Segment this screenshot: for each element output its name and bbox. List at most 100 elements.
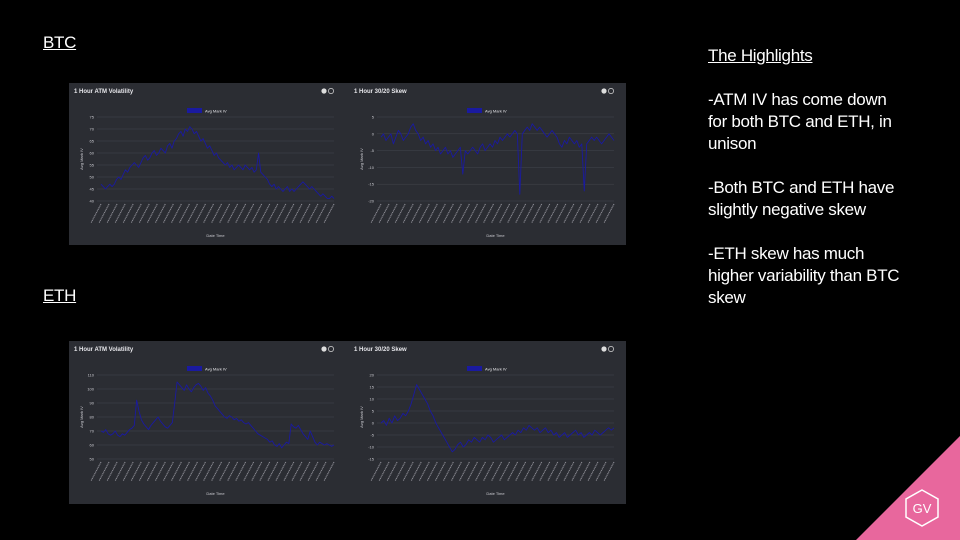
- btc-skew-legend-swatch: [467, 108, 482, 113]
- btc-skew-xtick-label: [450, 203, 462, 224]
- eth-skew-xtick-label: [426, 461, 438, 482]
- eth-vol-xtick-label: [90, 461, 102, 482]
- eth-vol-xtick-label: [251, 461, 263, 482]
- eth-skew-xtick-label: [394, 461, 406, 482]
- btc-skew-xtick-label: [563, 203, 575, 224]
- btc-skew-xtick-label: [571, 203, 583, 224]
- eth-vol-ytick-label: 80: [90, 415, 95, 420]
- eth-vol-xtick-label: [130, 461, 142, 482]
- btc-vol-ytick-label: 40: [90, 199, 95, 204]
- eth-skew-legend-label: Avg Mark IV: [485, 367, 507, 372]
- btc-skew-title: 1 Hour 30/20 Skew: [354, 89, 407, 95]
- btc-vol-xtick-label: [219, 203, 231, 224]
- eth-vol-xtick-label: [146, 461, 158, 482]
- eth-vol-xtick-label: [211, 461, 223, 482]
- eth-skew-xtick-label: [418, 461, 430, 482]
- btc-skew-xtick-label: [603, 203, 615, 224]
- eth-skew-ytick-label: 0: [372, 421, 375, 426]
- btc-vol-series-line: [100, 126, 335, 200]
- logo-triangle: [856, 436, 960, 540]
- btc-skew-xtick-label: [595, 203, 607, 224]
- btc-skew-ytick-label: -15: [368, 182, 375, 187]
- eth-skew-xtick-label: [434, 461, 446, 482]
- btc-vol-xtick-label: [154, 203, 166, 224]
- btc-skew-xtick-label: [466, 203, 478, 224]
- eth-skew-series-line: [380, 384, 615, 453]
- btc-vol-xtick-label: [299, 203, 311, 224]
- eth-vol-ytick-label: 110: [88, 373, 95, 378]
- eth-vol-xtick-label: [122, 461, 134, 482]
- eth-vol-series-line: [100, 381, 335, 449]
- eth-skew-xtick-label: [531, 461, 543, 482]
- eth-skew-ytick-label: 15: [370, 385, 375, 390]
- highlight-bullet-3: -ETH skew has much higher variability th…: [708, 244, 900, 307]
- eth-skew-xtick-label: [458, 461, 470, 482]
- btc-vol-xtick-label: [291, 203, 303, 224]
- btc-skew-ytick-label: 0: [372, 131, 375, 136]
- btc-vol-xtick-label: [186, 203, 198, 224]
- eth-vol-xtick-label: [227, 461, 239, 482]
- eth-skew-info-icon: [601, 346, 607, 352]
- eth-skew-xtick-label: [547, 461, 559, 482]
- btc-vol-xtick-label: [114, 203, 126, 224]
- eth-vol-xtick-label: [194, 461, 206, 482]
- eth-vol-xtick-label: [219, 461, 231, 482]
- btc-skew-xtick-label: [418, 203, 430, 224]
- eth-skew-xtick-label: [499, 461, 511, 482]
- eth-vol-xtick-label: [170, 461, 182, 482]
- btc-skew-xtick-label: [555, 203, 567, 224]
- btc-vol-xtick-label: [146, 203, 158, 224]
- eth-vol-info-icon: [321, 346, 327, 352]
- btc-vol-xlabel: Date Time: [206, 233, 225, 238]
- eth-vol-ytick-label: 70: [90, 429, 95, 434]
- eth-vol-ytick-label: 90: [90, 401, 95, 406]
- eth-skew-xtick-label: [491, 461, 503, 482]
- eth-vol-xtick-label: [235, 461, 247, 482]
- btc-vol-xtick-label: [243, 203, 255, 224]
- eth-vol-legend-swatch: [187, 366, 202, 371]
- btc-skew-xtick-label: [474, 203, 486, 224]
- eth-vol-chart: 1 Hour ATM Volatility Avg Mark IV 50 60 70 80…: [74, 346, 335, 496]
- eth-skew-xtick-label: [466, 461, 478, 482]
- btc-skew-ytick-label: -20: [368, 199, 375, 204]
- btc-vol-xtick-label: [283, 203, 295, 224]
- eth-skew-ytick-label: -10: [368, 445, 375, 450]
- eth-skew-xtick-label: [442, 461, 454, 482]
- eth-skew-xtick-label: [402, 461, 414, 482]
- eth-vol-help-icon: [328, 346, 334, 352]
- btc-vol-xtick-label: [323, 203, 335, 224]
- eth-skew-xtick-label: [539, 461, 551, 482]
- eth-vol-xtick-label: [267, 461, 279, 482]
- btc-skew-xtick-label: [499, 203, 511, 224]
- eth-skew-xtick-label: [474, 461, 486, 482]
- eth-vol-xtick-label: [178, 461, 190, 482]
- eth-skew-legend-swatch: [467, 366, 482, 371]
- btc-skew-xtick-label: [442, 203, 454, 224]
- btc-vol-xtick-label: [267, 203, 279, 224]
- btc-vol-ytick-label: 55: [90, 163, 95, 168]
- eth-vol-xtick-label: [186, 461, 198, 482]
- eth-skew-chart: 1 Hour 30/20 Skew Avg Mark IV -15 -10 -5 0 5 10…: [354, 346, 615, 496]
- eth-vol-xtick-label: [307, 461, 319, 482]
- btc-vol-ytick-label: 60: [90, 151, 95, 156]
- highlight-bullet-1: -ATM IV has come down for both BTC and E…: [708, 90, 892, 153]
- eth-skew-ytick-label: 5: [372, 409, 375, 414]
- btc-vol-xtick-label: [251, 203, 263, 224]
- btc-vol-xtick-label: [235, 203, 247, 224]
- btc-skew-xtick-label: [523, 203, 535, 224]
- btc-vol-xtick-label: [194, 203, 206, 224]
- btc-charts-panel: 1 Hour ATM Volatility Avg Mark IV 40 45 50 55…: [69, 83, 626, 245]
- btc-skew-ytick-label: -10: [368, 165, 375, 170]
- highlights-title: The Highlights: [708, 46, 813, 65]
- btc-vol-ytick-label: 75: [90, 115, 95, 120]
- eth-vol-xtick-label: [98, 461, 110, 482]
- btc-vol-info-icon: [321, 88, 327, 94]
- btc-skew-ytick-label: 5: [372, 115, 375, 120]
- btc-skew-help-icon: [608, 88, 614, 94]
- eth-skew-xtick-label: [450, 461, 462, 482]
- eth-skew-xtick-label: [386, 461, 398, 482]
- eth-vol-xtick-label: [114, 461, 126, 482]
- btc-vol-xtick-label: [122, 203, 134, 224]
- eth-vol-title: 1 Hour ATM Volatility: [74, 347, 134, 353]
